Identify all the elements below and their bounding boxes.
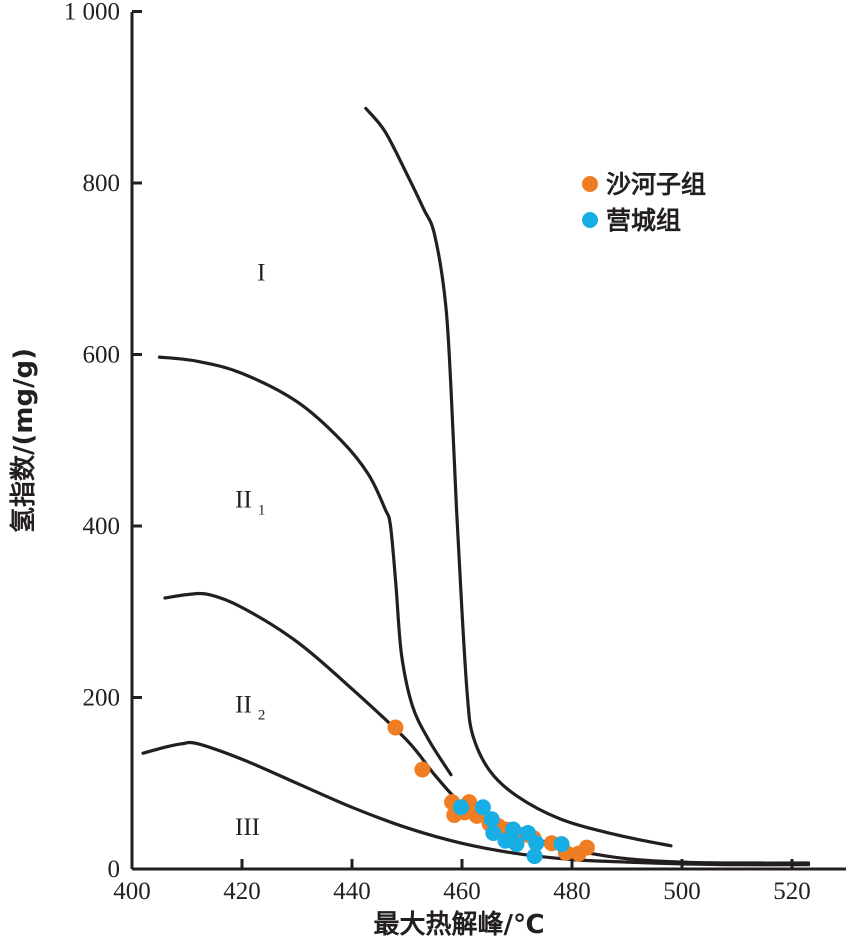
legend-marker xyxy=(582,176,598,192)
plot-area xyxy=(141,106,811,867)
x-tick-label: 440 xyxy=(333,878,371,905)
y-tick-label: 400 xyxy=(83,513,121,540)
x-tick-label: 520 xyxy=(773,878,811,905)
x-tick-label: 480 xyxy=(553,878,591,905)
data-point-series-0 xyxy=(387,719,404,736)
x-tick-label: 400 xyxy=(113,878,151,905)
x-tick-label: 500 xyxy=(663,878,701,905)
data-point-series-0 xyxy=(414,761,431,778)
axes: 400 420 440 460 480 500 520 0 200 400 600 800 1 000 xyxy=(64,0,846,905)
data-point-series-1 xyxy=(483,811,500,828)
x-tick-label: 420 xyxy=(223,878,261,905)
data-point-series-1 xyxy=(528,835,545,852)
y-tick-label: 0 xyxy=(108,856,121,883)
region-label: II 2 xyxy=(235,692,265,724)
y-tick-label: 600 xyxy=(83,342,121,369)
data-point-series-1 xyxy=(505,821,522,838)
boundary-curve-I-II1 xyxy=(364,106,673,848)
boundary-curve-II1-II2 xyxy=(157,355,453,777)
y-axis-ticks: 0 200 400 600 800 1 000 xyxy=(64,0,142,883)
legend-label: 营城组 xyxy=(606,206,681,235)
data-point-series-1 xyxy=(526,848,543,865)
legend-marker xyxy=(582,212,598,228)
y-tick-label: 1 000 xyxy=(64,0,120,26)
data-point-series-1 xyxy=(485,824,502,841)
data-point-series-1 xyxy=(474,799,491,816)
y-tick-label: 200 xyxy=(83,685,121,712)
region-labels: I II 1 II 2 III xyxy=(235,259,265,841)
region-label: I xyxy=(257,259,265,286)
y-axis-title: 氢指数/(mg/g) xyxy=(8,348,39,533)
y-tick-label: 800 xyxy=(83,170,121,197)
legend-label: 沙河子组 xyxy=(606,170,706,199)
boundary-curve-III-lower xyxy=(141,740,811,867)
data-point-series-1 xyxy=(508,836,525,853)
x-axis-ticks: 400 420 440 460 480 500 520 xyxy=(113,859,811,905)
x-tick-label: 460 xyxy=(443,878,481,905)
data-point-series-1 xyxy=(452,799,469,816)
data-markers xyxy=(387,719,595,865)
data-point-series-1 xyxy=(553,836,570,853)
region-label: II 1 xyxy=(235,487,265,519)
data-point-series-0 xyxy=(578,839,595,856)
region-label: III xyxy=(235,814,260,841)
x-axis-title: 最大热解峰/℃ xyxy=(374,910,545,940)
